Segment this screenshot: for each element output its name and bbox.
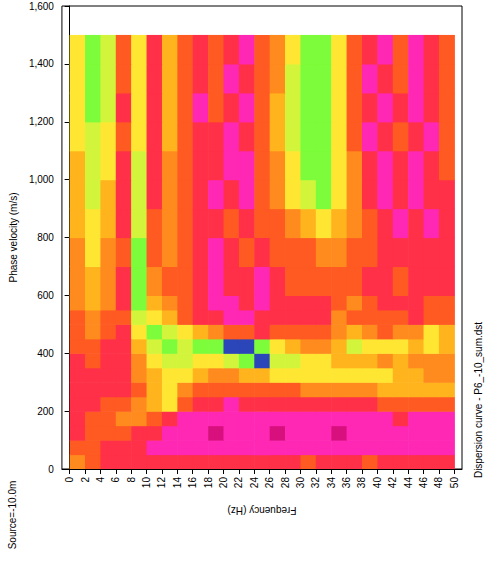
svg-text:24: 24: [249, 477, 260, 489]
svg-text:34: 34: [326, 477, 337, 489]
svg-text:12: 12: [156, 477, 167, 489]
svg-text:1,400: 1,400: [29, 58, 54, 69]
svg-text:Dispersion curve - P6_-10_sum.: Dispersion curve - P6_-10_sum.dst: [473, 322, 484, 478]
svg-text:26: 26: [264, 477, 275, 489]
svg-text:16: 16: [187, 477, 198, 489]
svg-text:1,000: 1,000: [29, 174, 54, 185]
svg-text:400: 400: [37, 348, 54, 359]
svg-text:30: 30: [295, 477, 306, 489]
svg-text:44: 44: [403, 477, 414, 489]
svg-text:2: 2: [80, 477, 91, 483]
svg-text:Phase velocity (m/s): Phase velocity (m/s): [8, 192, 19, 282]
svg-text:18: 18: [203, 477, 214, 489]
svg-text:46: 46: [418, 477, 429, 489]
svg-text:22: 22: [233, 477, 244, 489]
svg-text:800: 800: [37, 232, 54, 243]
svg-text:6: 6: [110, 477, 121, 483]
svg-text:50: 50: [449, 477, 460, 489]
svg-text:36: 36: [341, 477, 352, 489]
svg-text:4: 4: [95, 477, 106, 483]
svg-text:8: 8: [126, 477, 137, 483]
svg-text:0: 0: [48, 464, 54, 475]
svg-text:14: 14: [172, 477, 183, 489]
svg-text:200: 200: [37, 406, 54, 417]
svg-text:1,600: 1,600: [29, 1, 54, 12]
svg-text:10: 10: [141, 477, 152, 489]
svg-text:28: 28: [280, 477, 291, 489]
svg-text:42: 42: [387, 477, 398, 489]
svg-text:48: 48: [433, 477, 444, 489]
svg-text:0: 0: [64, 477, 75, 483]
svg-text:Source=-10.0m: Source=-10.0m: [7, 481, 18, 550]
svg-text:1,200: 1,200: [29, 116, 54, 127]
svg-text:40: 40: [372, 477, 383, 489]
svg-text:600: 600: [37, 290, 54, 301]
svg-text:Frequency (Hz): Frequency (Hz): [228, 505, 297, 516]
svg-text:38: 38: [356, 477, 367, 489]
svg-text:20: 20: [218, 477, 229, 489]
svg-text:32: 32: [310, 477, 321, 489]
